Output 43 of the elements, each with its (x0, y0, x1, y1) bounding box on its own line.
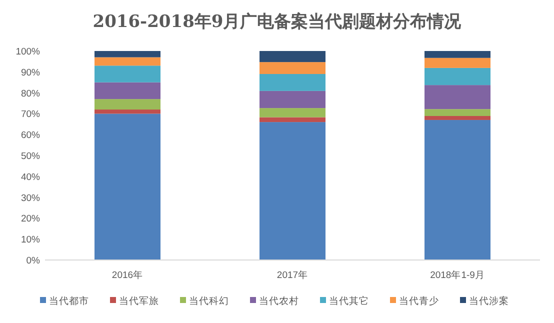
y-tick-label: 60% (20, 130, 41, 142)
chart-title: 2016-2018年9月广电备案当代剧题材分布情况 (92, 11, 462, 32)
x-tick-label: 2018年1-9月 (430, 269, 485, 281)
y-tick-label: 0% (26, 256, 41, 266)
legend-label: 当代涉案 (469, 295, 509, 307)
bar (260, 108, 326, 118)
legend-label: 当代科幻 (189, 295, 229, 307)
bar (94, 66, 160, 82)
y-tick-label: 70% (20, 109, 41, 120)
bar (94, 114, 160, 260)
bar (94, 57, 160, 66)
bar (424, 120, 490, 260)
y-tick-label: 40% (20, 172, 41, 183)
bar (260, 122, 326, 260)
bar (424, 109, 490, 116)
legend-label: 当代青少 (399, 295, 439, 307)
bar (424, 85, 490, 110)
y-tick-label: 90% (20, 67, 41, 78)
bar (260, 117, 326, 122)
bar (424, 58, 490, 68)
bar (260, 74, 326, 91)
y-tick-label: 20% (20, 214, 41, 225)
legend-label: 当代其它 (329, 295, 369, 307)
y-tick-label: 10% (20, 234, 41, 246)
y-tick-label: 30% (20, 192, 41, 204)
legend-label: 当代军旅 (119, 295, 159, 307)
legend-label: 当代都市 (49, 295, 89, 307)
x-tick-label: 2016年 (112, 269, 144, 281)
legend-label: 当代农村 (259, 295, 299, 307)
bar (424, 116, 490, 120)
y-tick-label: 50% (20, 151, 41, 162)
bar (94, 82, 160, 100)
bar (94, 99, 160, 110)
bar (424, 68, 490, 86)
bar (260, 51, 326, 62)
y-tick-label: 80% (20, 88, 41, 100)
bar (94, 110, 160, 114)
x-tick-label: 2017年 (276, 269, 308, 281)
bar (94, 51, 160, 58)
bar (260, 90, 326, 108)
bar (260, 62, 326, 74)
bar (424, 51, 490, 58)
y-tick-label: 100% (16, 46, 41, 58)
